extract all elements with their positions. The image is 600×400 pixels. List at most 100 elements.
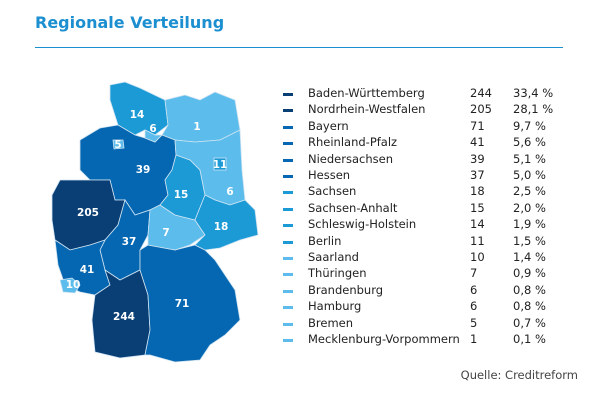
state-region [161, 91, 241, 143]
state-name: Bremen [308, 315, 354, 330]
state-count: 7 [470, 266, 478, 281]
table-row: Bayern 71 9,7 % [283, 119, 583, 135]
table-row: Sachsen-Anhalt 15 2,0 % [283, 201, 583, 217]
state-count-label: 41 [80, 264, 95, 276]
legend-swatch [283, 142, 293, 146]
state-percent: 2,0 % [513, 200, 546, 215]
state-percent: 28,1 % [513, 102, 554, 117]
state-name: Baden-Württemberg [308, 86, 425, 100]
state-count-label: 244 [113, 311, 135, 323]
state-name: Hessen [308, 168, 351, 182]
state-name: Bayern [308, 118, 349, 133]
table-row: Rheinland-Pfalz 41 5,6 % [283, 135, 583, 151]
state-percent: 1,5 % [513, 233, 546, 248]
state-percent: 0,7 % [513, 315, 546, 330]
legend-swatch [283, 257, 293, 260]
table-row: Schleswig-Holstein 14 1,9 % [283, 217, 583, 233]
state-count: 5 [470, 315, 478, 330]
legend-swatch [283, 240, 293, 244]
state-count: 244 [470, 86, 492, 100]
state-percent: 33,4 % [513, 86, 554, 100]
legend-swatch [283, 207, 293, 211]
state-name: Brandenburg [308, 282, 384, 297]
state-percent: 9,7 % [513, 118, 546, 133]
table-row: Hamburg 6 0,8 % [283, 299, 583, 315]
state-count: 6 [470, 299, 478, 314]
legend-swatch [283, 339, 293, 342]
state-count-label: 6 [226, 186, 233, 198]
state-percent: 5,6 % [513, 135, 546, 150]
table-row: Baden-Württemberg 244 33,4 % [283, 86, 583, 102]
state-name: Hamburg [308, 299, 362, 314]
state-region [59, 277, 81, 294]
legend-swatch [283, 93, 293, 96]
state-count: 6 [470, 282, 478, 297]
state-count-label: 7 [162, 227, 169, 239]
state-name: Rheinland-Pfalz [308, 135, 398, 150]
state-count: 14 [470, 217, 485, 232]
state-name: Mecklenburg-Vorpommern [308, 332, 460, 346]
state-percent: 5,1 % [513, 151, 546, 166]
state-name: Schleswig-Holstein [308, 217, 417, 232]
table-row: Thüringen 7 0,9 % [283, 266, 583, 282]
state-name: Nordrhein-Westfalen [308, 102, 426, 117]
state-name: Thüringen [308, 266, 367, 281]
title-divider [35, 47, 563, 48]
state-count-label: 15 [174, 189, 189, 201]
state-name: Saarland [308, 250, 359, 264]
legend-swatch [283, 306, 293, 310]
state-count-label: 37 [122, 236, 137, 248]
table-row: Sachsen 18 2,5 % [283, 184, 583, 200]
state-count-label: 39 [136, 164, 151, 176]
table-row: Hessen 37 5,0 % [283, 168, 583, 184]
legend-swatch [283, 322, 293, 326]
state-count-label: 6 [149, 123, 156, 135]
state-region [213, 157, 227, 171]
table-row: Bremen 5 0,7 % [283, 316, 583, 332]
legend-swatch [283, 175, 293, 178]
state-count: 71 [470, 118, 485, 133]
state-count: 11 [470, 233, 485, 248]
table-row: Saarland 10 1,4 % [283, 250, 583, 266]
state-name: Sachsen-Anhalt [308, 200, 398, 215]
state-count-label: 71 [175, 298, 190, 310]
state-region [144, 129, 163, 143]
state-count: 41 [470, 135, 485, 150]
legend-swatch [283, 125, 293, 129]
state-count-label: 10 [66, 279, 81, 291]
state-percent: 1,9 % [513, 217, 546, 232]
table-row: Berlin 11 1,5 % [283, 234, 583, 250]
legend-swatch [283, 158, 293, 162]
state-percent: 0,8 % [513, 282, 546, 297]
state-percent: 2,5 % [513, 184, 546, 199]
state-count: 205 [470, 102, 492, 117]
legend-swatch [283, 273, 293, 277]
state-count-label: 11 [213, 159, 228, 171]
legend-swatch [283, 191, 293, 195]
state-percent: 0,9 % [513, 266, 546, 281]
legend-swatch [283, 224, 293, 228]
state-count-label: 1 [193, 121, 200, 133]
legend-swatch [283, 289, 293, 293]
table-row: Nordrhein-Westfalen 205 28,1 % [283, 102, 583, 118]
table-row: Brandenburg 6 0,8 % [283, 283, 583, 299]
table-row: Niedersachsen 39 5,1 % [283, 152, 583, 168]
state-count: 10 [470, 250, 485, 264]
state-region [112, 139, 125, 150]
state-percent: 0,8 % [513, 299, 546, 314]
state-count: 37 [470, 168, 485, 182]
state-region [139, 244, 241, 363]
state-count-label: 14 [130, 109, 145, 121]
state-name: Sachsen [308, 184, 357, 199]
state-name: Niedersachsen [308, 151, 393, 166]
source-note: Quelle: Creditreform [460, 368, 578, 382]
page-title: Regionale Verteilung [35, 13, 225, 32]
state-percent: 0,1 % [513, 332, 546, 346]
legend-swatch [283, 109, 293, 113]
state-percent: 5,0 % [513, 168, 546, 182]
state-count: 15 [470, 200, 485, 215]
state-count: 39 [470, 151, 485, 166]
state-name: Berlin [308, 233, 342, 248]
state-percent: 1,4 % [513, 250, 546, 264]
